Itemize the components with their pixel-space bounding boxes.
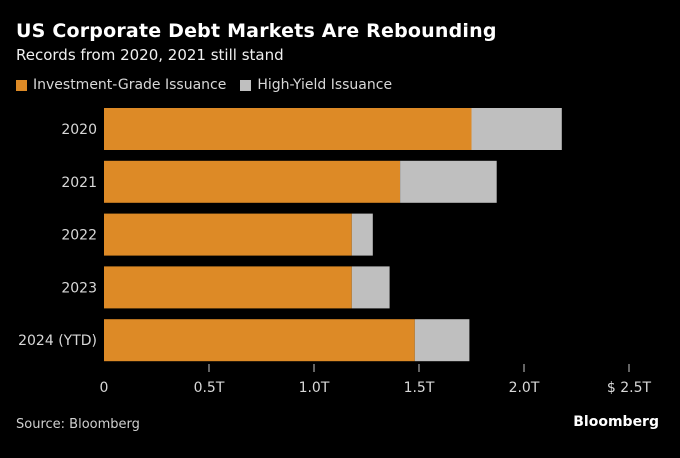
bar-high-yield-2021 xyxy=(400,160,497,203)
legend-item-investment-grade: Investment-Grade Issuance xyxy=(16,77,226,93)
legend-item-high-yield: High-Yield Issuance xyxy=(240,77,392,93)
bar-investment-grade-2021 xyxy=(104,160,401,203)
x-tick-label: 0 xyxy=(100,380,109,396)
y-tick-label: 2022 xyxy=(61,228,97,244)
chart-title: US Corporate Debt Markets Are Rebounding xyxy=(16,20,497,42)
x-tick-label: $ 2.5T xyxy=(607,380,652,396)
legend-swatch-high-yield xyxy=(240,79,252,91)
bar-investment-grade-2024-ytd xyxy=(104,319,415,362)
bar-investment-grade-2023 xyxy=(104,266,352,309)
x-tick-label: 1.0T xyxy=(299,380,330,396)
bar-high-yield-2023 xyxy=(351,266,390,309)
y-tick-label: 2023 xyxy=(61,280,97,296)
x-tick-label: 0.5T xyxy=(194,380,225,396)
bar-high-yield-2024-ytd xyxy=(414,319,470,362)
bar-investment-grade-2022 xyxy=(104,213,352,256)
chart-subtitle: Records from 2020, 2021 still stand xyxy=(16,46,284,64)
legend-swatch-investment-grade xyxy=(16,79,27,91)
y-tick-label: 2024 (YTD) xyxy=(18,333,97,349)
bar-investment-grade-2020 xyxy=(104,108,472,150)
source-note: Source: Bloomberg xyxy=(16,417,140,432)
legend-label-investment-grade: Investment-Grade Issuance xyxy=(33,77,227,93)
bar-high-yield-2020 xyxy=(471,108,562,150)
y-tick-label: 2020 xyxy=(61,122,97,138)
x-tick-label: 2.0T xyxy=(509,380,540,396)
bloomberg-logo: Bloomberg xyxy=(573,414,659,430)
bar-high-yield-2022 xyxy=(351,213,373,256)
legend: Investment-Grade Issuance High-Yield Iss… xyxy=(16,77,406,93)
x-tick-label: 1.5T xyxy=(404,380,435,396)
legend-label-high-yield: High-Yield Issuance xyxy=(257,77,393,93)
y-tick-label: 2021 xyxy=(61,175,97,191)
